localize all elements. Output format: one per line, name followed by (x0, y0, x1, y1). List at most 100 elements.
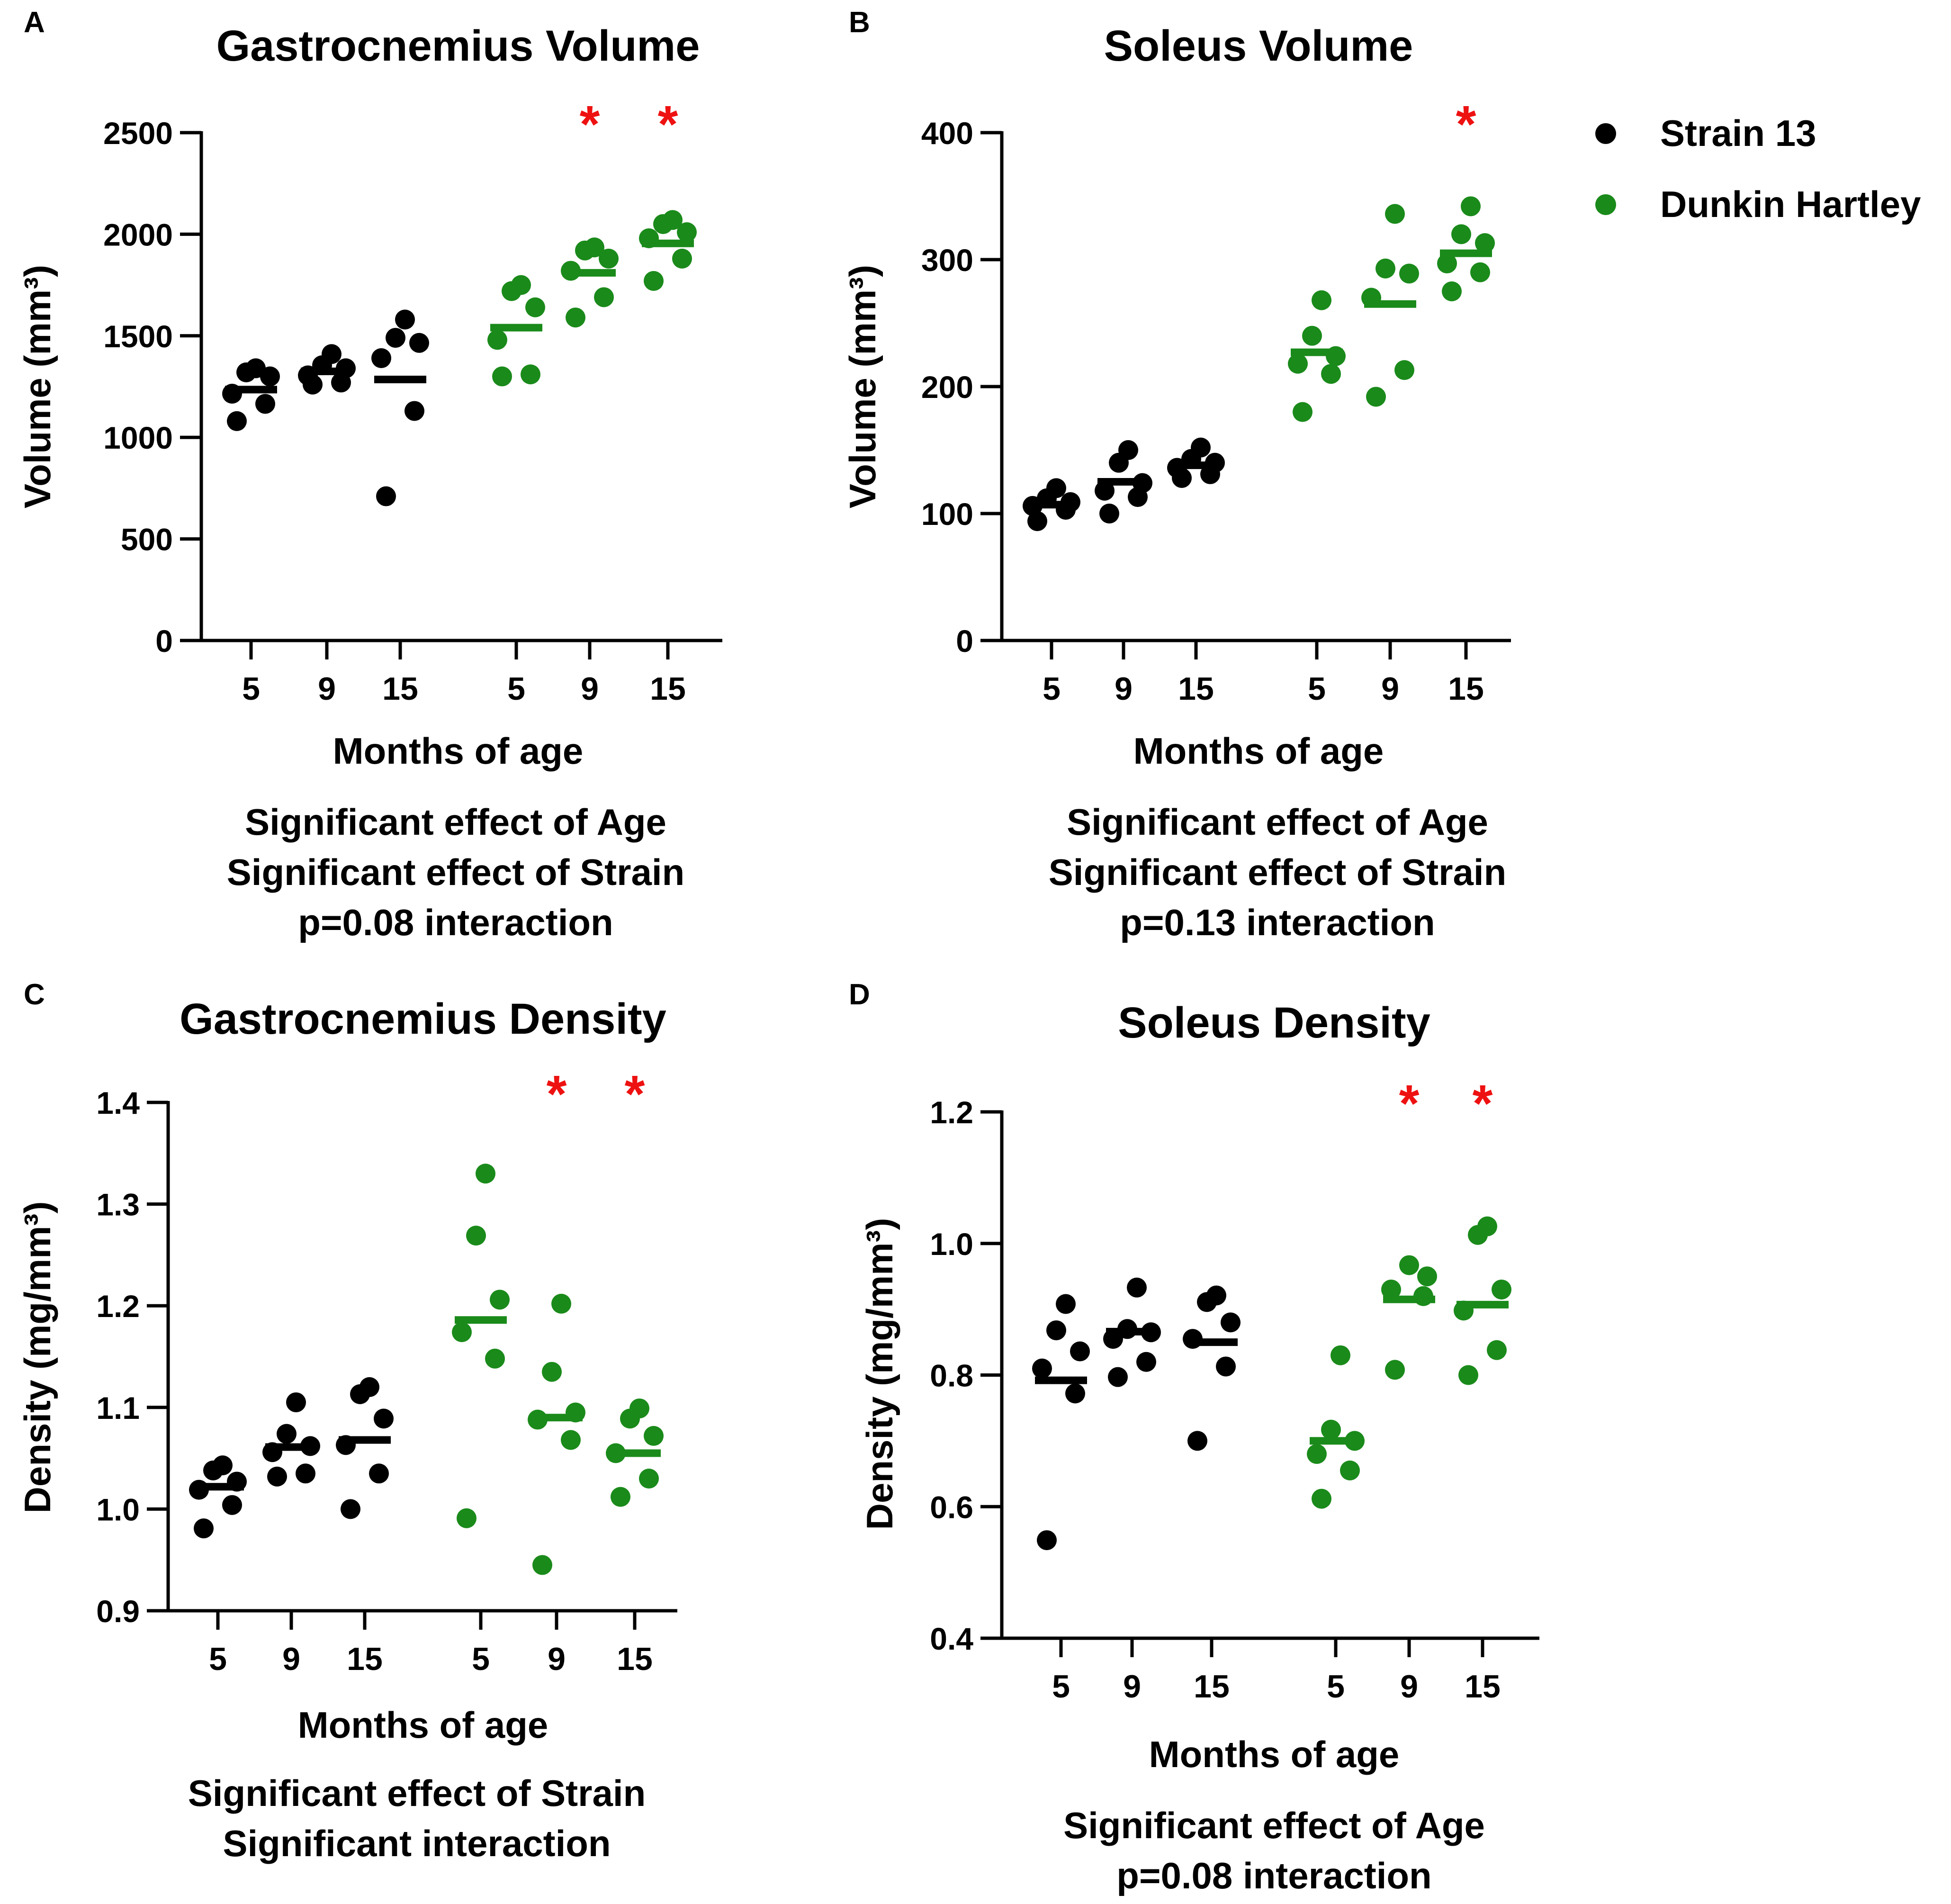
x-tick-label: 5 (242, 671, 260, 707)
y-tick-label: 1.3 (96, 1187, 140, 1222)
data-point (1216, 1356, 1236, 1377)
data-point (1366, 387, 1386, 407)
data-point (246, 358, 266, 379)
data-point (584, 237, 604, 258)
x-tick-label: 5 (1043, 671, 1061, 707)
data-point (1187, 1431, 1207, 1451)
data-point (525, 297, 545, 317)
data-point (1118, 440, 1138, 460)
data-point (1470, 262, 1490, 282)
data-point (267, 1466, 287, 1487)
data-point (1458, 1365, 1478, 1385)
data-point (255, 394, 275, 414)
data-point (222, 1495, 242, 1515)
data-point (1302, 325, 1322, 346)
x-axis-label: Months of age (1133, 730, 1384, 772)
legend-label: Strain 13 (1660, 112, 1816, 154)
stats-line: p=0.08 interaction (298, 902, 613, 943)
data-point (286, 1392, 306, 1413)
data-point (1312, 1489, 1331, 1509)
data-point (487, 330, 507, 350)
data-point (1027, 511, 1047, 532)
y-tick-label: 0.8 (930, 1358, 973, 1393)
y-tick-label: 0.6 (930, 1489, 973, 1525)
data-point (1394, 360, 1414, 380)
data-point (611, 1487, 630, 1507)
x-tick-label: 5 (1052, 1669, 1070, 1705)
panel-c: Gastrocnemius Density 0.9 1.0 1.1 1.2 1.3 1.4… (17, 995, 677, 1864)
chart-title: Soleus Density (1118, 999, 1430, 1047)
y-tick-label: 1500 (103, 319, 173, 354)
x-tick-label: 15 (382, 671, 418, 707)
data-point (672, 248, 692, 269)
x-tick-label: 15 (1465, 1669, 1501, 1705)
y-tick-label: 2000 (103, 217, 173, 252)
data-point (485, 1348, 505, 1369)
data-point (1046, 1320, 1066, 1341)
data-point (322, 344, 342, 364)
data-point (521, 364, 540, 385)
data-point (644, 1426, 664, 1446)
data-point (1032, 1358, 1052, 1379)
panel-b: Soleus Volume 0 100 200 300 400 5 9 15 5 9 15 Volum… (842, 22, 1511, 943)
data-point (369, 1463, 389, 1484)
significance-star: * (1399, 1074, 1420, 1133)
data-point (1136, 1352, 1156, 1372)
y-axis-label: Density (mg/mm³) (859, 1218, 900, 1530)
data-point (490, 1290, 510, 1310)
data-point (663, 210, 683, 230)
y-tick-label: 1.0 (96, 1492, 140, 1527)
y-axis-label: Volume (mm³) (842, 265, 883, 508)
significance-star: * (1456, 95, 1476, 153)
data-point (1399, 263, 1419, 284)
x-tick-label: 15 (650, 671, 686, 707)
data-point (492, 366, 512, 387)
data-point (532, 1555, 552, 1575)
chart-title: Gastrocnemius Density (180, 995, 666, 1043)
y-tick-label: 0 (956, 623, 973, 659)
plot-area: 0 100 200 300 400 5 9 15 5 9 15 Volume (mm³) * (842, 95, 1511, 707)
data-point (1321, 1419, 1341, 1440)
y-tick-label: 0 (155, 623, 173, 659)
data-point (511, 275, 531, 295)
data-point (639, 1469, 659, 1489)
data-point (1437, 253, 1457, 274)
data-point (452, 1322, 472, 1342)
data-point (677, 222, 697, 243)
x-axis-label: Months of age (298, 1704, 548, 1746)
data-point (566, 307, 585, 328)
plot-area: 0 500 1000 1500 2000 2500 5 9 15 5 9 15 Volume (mm³)… (17, 95, 722, 707)
x-tick-label: 9 (1123, 1669, 1141, 1705)
data-point (1221, 1312, 1241, 1333)
x-tick-label: 9 (548, 1641, 566, 1677)
legend-marker-strain13 (1595, 123, 1616, 144)
y-tick-label: 500 (121, 522, 173, 557)
data-point (457, 1508, 477, 1528)
data-point (1442, 281, 1462, 301)
data-point (1288, 353, 1308, 374)
y-tick-label: 1.4 (96, 1085, 140, 1120)
data-point (1065, 1383, 1085, 1404)
significance-star: * (580, 95, 600, 153)
data-point (1108, 1367, 1128, 1387)
panel-d: Soleus Density 0.4 0.6 0.8 1.0 1.2 5 9 15 5 9 15 De… (859, 999, 1539, 1896)
data-point (1461, 196, 1481, 217)
data-point (1046, 478, 1066, 498)
x-tick-label: 15 (347, 1641, 383, 1677)
x-tick-label: 9 (1115, 671, 1133, 707)
data-point (551, 1293, 571, 1314)
data-point (1475, 233, 1495, 253)
data-point (1293, 402, 1313, 422)
data-point (1099, 504, 1119, 523)
y-tick-label: 300 (921, 243, 973, 278)
data-point (194, 1518, 214, 1539)
y-tick-label: 1.0 (930, 1227, 973, 1262)
x-tick-label: 15 (1194, 1669, 1230, 1705)
legend: Strain 13 Dunkin Hartley (1595, 112, 1921, 225)
data-point (227, 411, 247, 431)
stats-line: p=0.13 interaction (1120, 902, 1435, 943)
y-tick-label: 100 (921, 496, 973, 532)
data-point (1056, 1294, 1076, 1314)
